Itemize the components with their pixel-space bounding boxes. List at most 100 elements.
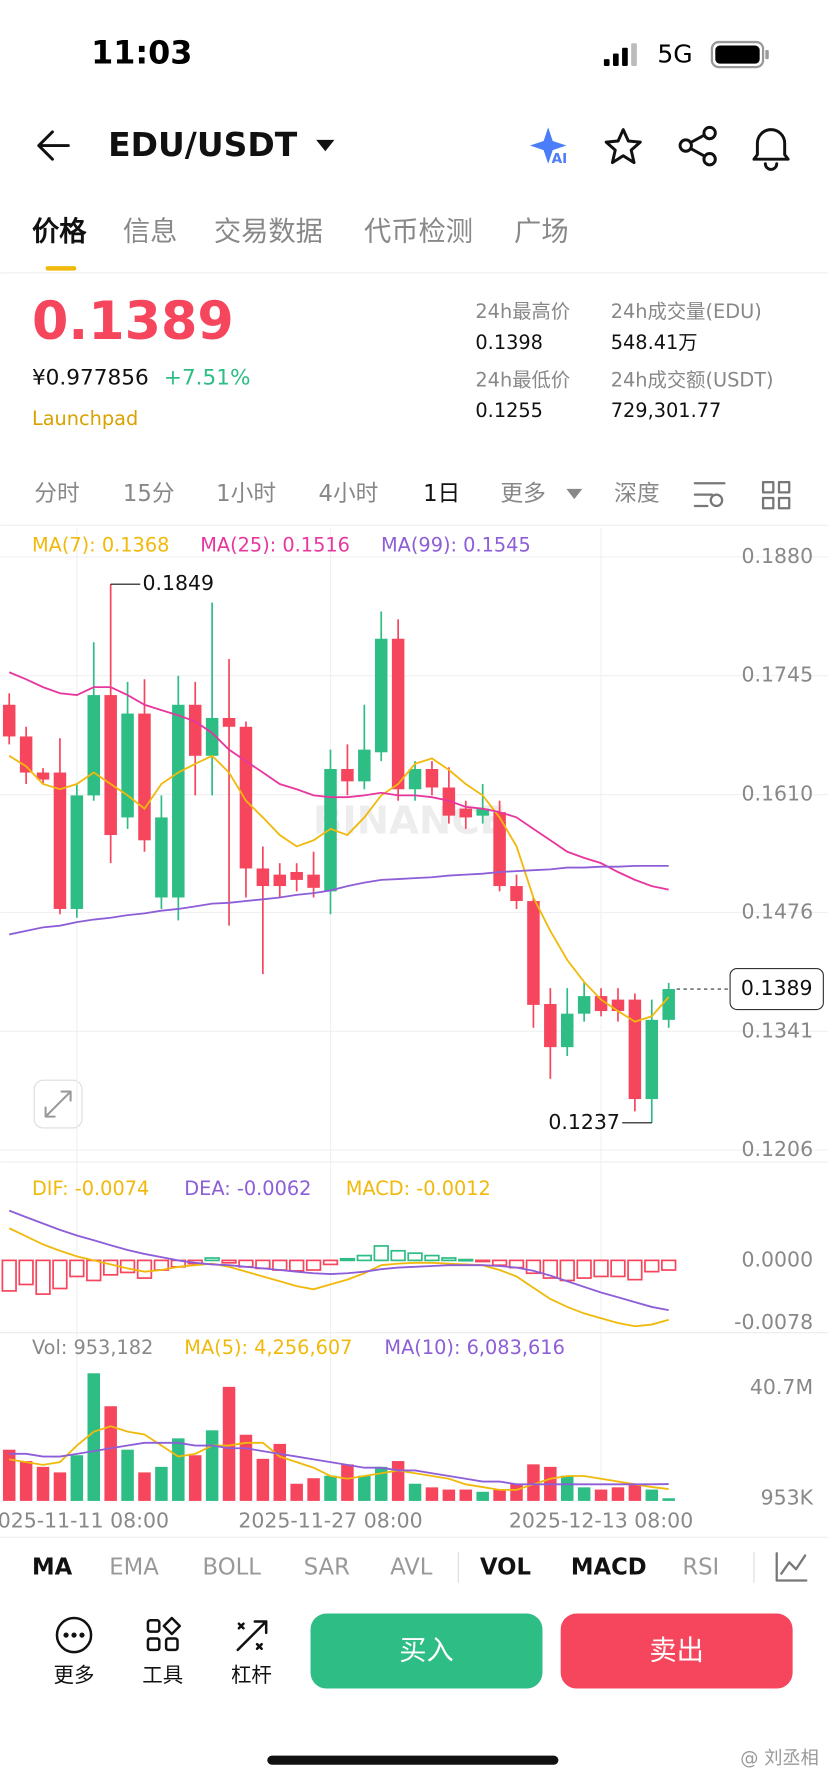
pair-dropdown[interactable] (316, 139, 335, 152)
indicator-tab[interactable]: MACD (571, 1555, 647, 1581)
tab[interactable]: 代币检测 (364, 217, 473, 248)
volume-bar (493, 1489, 506, 1501)
more-icon[interactable] (55, 1616, 93, 1654)
tab[interactable]: 价格 (32, 217, 87, 248)
indicator-tab[interactable]: MA (32, 1555, 73, 1581)
x-tick-label: 2025-12-13 08:00 (509, 1508, 693, 1532)
interval-tab[interactable]: 分时 (34, 481, 79, 507)
tab[interactable]: 广场 (514, 217, 569, 248)
interval-tab[interactable]: 更多 (500, 481, 545, 507)
leverage-icon[interactable] (236, 1620, 268, 1652)
volume-bar (53, 1472, 67, 1501)
candle-body (172, 704, 185, 898)
pair-title[interactable]: EDU/USDT (108, 125, 298, 164)
volume-bar (560, 1475, 574, 1501)
macd-bar (610, 1259, 626, 1278)
volume-bar (510, 1483, 523, 1501)
candle-body (594, 996, 608, 1012)
macd-bar (407, 1252, 423, 1262)
chart-style-icon[interactable] (775, 1552, 808, 1582)
volume-bar (307, 1478, 320, 1501)
indicator-tab[interactable]: AVL (390, 1555, 433, 1581)
stat-value: 729,301.77 (611, 399, 722, 422)
macd-bar (289, 1259, 305, 1272)
favorite-button[interactable] (604, 128, 642, 165)
candle-body (155, 817, 168, 898)
ma-line (9, 1441, 669, 1486)
x-tick-label: 2025-11-11 08:00 (0, 1508, 169, 1532)
interval-tab[interactable]: 4小时 (318, 481, 378, 507)
indicator-tab[interactable]: SAR (304, 1555, 350, 1581)
more-caret[interactable] (566, 488, 583, 500)
interval-tab[interactable]: 15分 (123, 481, 175, 507)
volume-bar (19, 1461, 33, 1501)
macd-bar (1, 1259, 17, 1292)
legend-entry: MA(5): 4,256,607 (184, 1336, 352, 1359)
interval-tab[interactable]: 1小时 (216, 481, 276, 507)
y-tick-label: 0.1206 (742, 1137, 814, 1161)
candle-body (104, 695, 117, 836)
ma-line (9, 1425, 669, 1491)
last-price: 0.1389 (32, 291, 234, 352)
settings-icon[interactable] (693, 482, 726, 508)
ai-button[interactable]: AI (529, 127, 567, 167)
volume-bar (425, 1487, 439, 1501)
share-button[interactable] (678, 125, 717, 167)
tab[interactable]: 信息 (123, 217, 178, 248)
macd-bar (424, 1254, 440, 1262)
interval-tab[interactable]: 1日 (423, 481, 460, 507)
last-price-label: 0.1389 (741, 976, 813, 1000)
action-label[interactable]: 更多 (54, 1663, 95, 1687)
change: +7.51% (164, 366, 251, 391)
macd-bar (305, 1259, 322, 1271)
expand-button[interactable] (33, 1079, 83, 1129)
candle-body (188, 704, 202, 756)
buy-button[interactable] (310, 1613, 543, 1689)
volume-bar (459, 1489, 473, 1501)
buy-label[interactable]: 买入 (399, 1636, 454, 1667)
interval-tab[interactable]: 深度 (614, 481, 659, 507)
legend-entry: MA(25): 0.1516 (200, 533, 350, 556)
ma-line (8, 671, 669, 891)
indicator-tab[interactable]: BOLL (203, 1555, 262, 1581)
macd-bar (475, 1259, 491, 1263)
sell-label[interactable]: 卖出 (649, 1636, 704, 1667)
y-tick-label: 0.1880 (742, 544, 814, 568)
ma-line (9, 864, 669, 936)
action-label[interactable]: 杠杆 (231, 1663, 272, 1687)
action-label[interactable]: 工具 (142, 1663, 183, 1687)
network: 5G (657, 40, 692, 69)
volume-bar (205, 1430, 219, 1501)
candle-body (476, 808, 489, 816)
volume-bar (239, 1434, 253, 1501)
tab-indicator (45, 266, 77, 271)
candle-body (36, 772, 50, 780)
indicator-tab[interactable]: RSI (682, 1555, 719, 1581)
tools-icon[interactable] (146, 1616, 182, 1652)
volume-bar (188, 1455, 202, 1501)
low-annotation: 0.1237 (548, 1110, 620, 1134)
stat-label: 24h成交额(USDT) (611, 368, 774, 391)
layout-icon[interactable] (761, 480, 791, 510)
indicator-tab[interactable]: VOL (480, 1555, 531, 1581)
alert-button[interactable] (752, 128, 790, 171)
tab[interactable]: 交易数据 (214, 217, 323, 248)
candle-body (87, 695, 101, 796)
y-tick-label: 0.1745 (742, 663, 814, 687)
candle-body (510, 886, 523, 902)
legend-entry: MA(99): 0.1545 (381, 533, 531, 556)
candle-body (239, 726, 253, 869)
candle-body (645, 1019, 659, 1100)
signal-icon (603, 43, 637, 66)
candle-body (205, 717, 219, 756)
sell-button[interactable] (560, 1613, 793, 1689)
volume-bar (358, 1475, 371, 1501)
back-button[interactable] (37, 130, 70, 161)
last-price-box (729, 968, 824, 1011)
candle-body (391, 638, 405, 790)
macd-bar (35, 1259, 51, 1295)
volume-bar (324, 1475, 337, 1501)
candle-body (324, 769, 337, 892)
indicator-tab[interactable]: EMA (109, 1555, 159, 1581)
stat-value: 0.1255 (475, 399, 543, 422)
